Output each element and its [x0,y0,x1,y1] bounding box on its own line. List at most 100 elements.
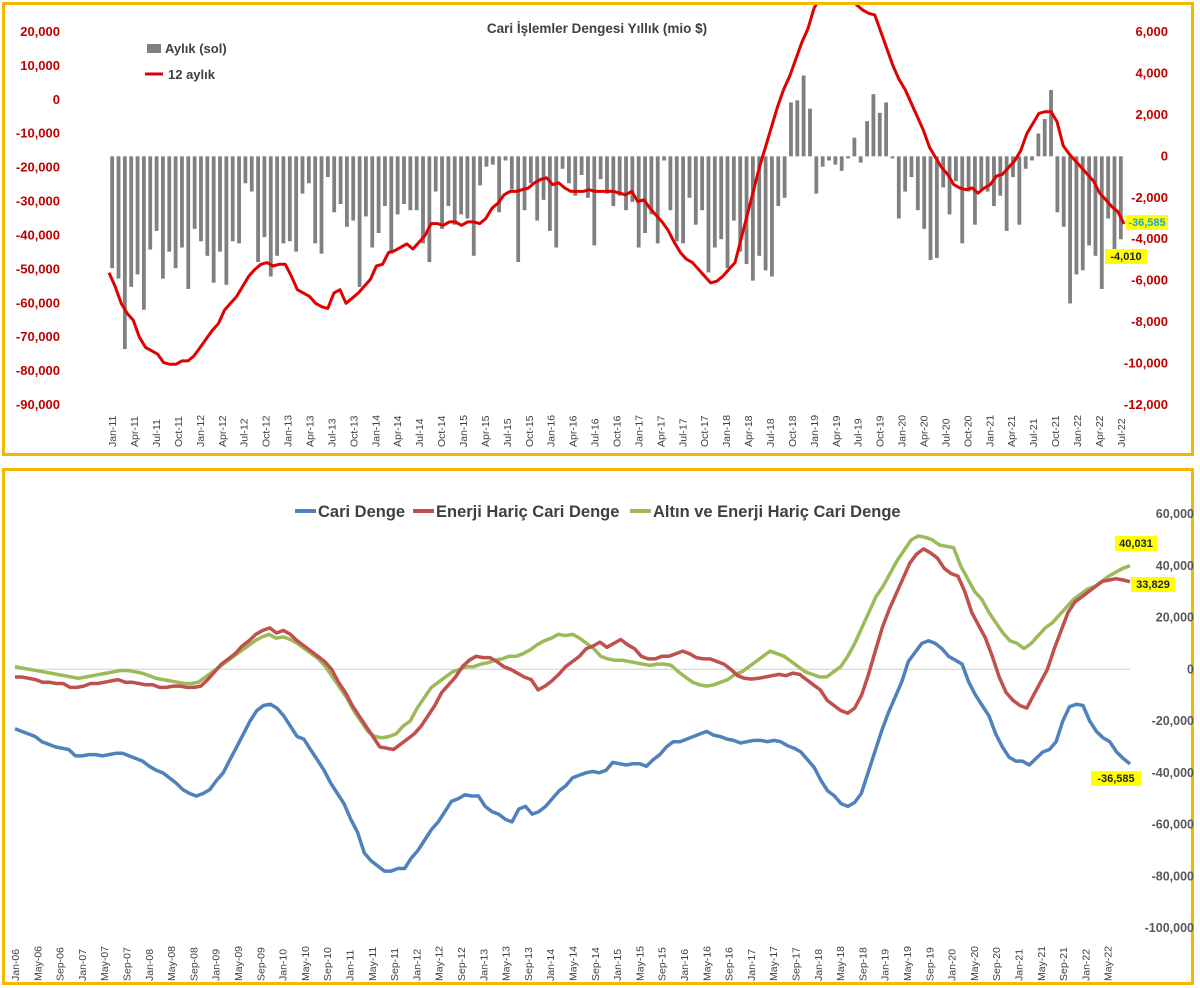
monthly-bar [953,156,958,182]
left-axis-tick: -40,000 [16,227,60,242]
x-tick-label: Sep-06 [55,947,67,981]
monthly-bar [319,156,324,254]
y-axis-tick: -60,000 [1152,818,1194,832]
monthly-bar [351,156,356,221]
x-tick-label: Apr-15 [480,415,492,447]
monthly-bar [852,137,857,157]
x-tick-label: Jan-12 [195,415,207,447]
x-tick-label: Sep-14 [590,947,602,981]
x-tick-label: Jan-21 [1014,949,1026,981]
end-label-altin-box [1115,536,1157,551]
x-tick-label: May-15 [634,946,646,981]
monthly-bar [966,156,971,192]
monthly-bar [332,156,337,213]
x-tick-label: Sep-19 [924,947,936,981]
monthly-bar [199,156,203,242]
x-tick-label: May-08 [166,946,178,981]
monthly-bar [503,156,508,161]
monthly-bar [224,156,229,285]
monthly-bar [306,156,311,184]
monthly-bar [249,156,254,192]
chart2-x-axis: Jan-06 May-06 Sep-06 Jan-07 May-07 Sep-07 Jan-… [10,946,1115,981]
right-axis-tick: -8,000 [1131,314,1168,329]
legend-altin-label: Altın ve Enerji Hariç Cari Denge [653,503,901,521]
x-tick-label: Oct-16 [612,415,624,447]
monthly-bar [1106,156,1111,219]
x-tick-label: Jan-15 [612,949,624,981]
legend-cari-label: Cari Denge [318,503,405,521]
x-tick-label: May-12 [434,946,446,981]
monthly-bar [922,156,927,229]
monthly-bar [605,156,609,194]
x-tick-label: May-18 [835,946,847,981]
x-tick-label: Jan-13 [478,949,490,981]
monthly-bar [408,156,413,211]
chart2-series-lines [14,534,1132,873]
annotation-monthly-box [1105,249,1147,264]
monthly-bar [497,156,502,213]
chart1-title: Cari İşlemler Dengesi Yıllık (mio $) [487,21,707,36]
monthly-bar [484,156,489,167]
monthly-bar [903,156,908,192]
x-tick-label: May-22 [1103,946,1115,981]
monthly-bar [655,156,660,244]
monthly-bar [173,156,178,269]
monthly-bar [884,102,889,157]
x-tick-label: Jan-11 [107,416,119,447]
x-tick-label: May-06 [32,946,44,981]
left-axis-tick: -20,000 [16,160,60,175]
monthly-bar [820,156,825,167]
x-tick-label: Jan-06 [10,949,22,981]
y-axis-tick: -40,000 [1152,766,1194,780]
right-axis-tick: 2,000 [1135,107,1168,122]
end-label-enerji-text: 33,829 [1136,579,1170,591]
x-tick-label: Jan-13 [283,415,295,447]
monthly-bar [256,156,260,263]
monthly-bar [313,156,318,244]
x-tick-label: Jul-22 [1116,418,1128,447]
right-axis-tick: -4,000 [1131,231,1168,246]
x-tick-label: May-14 [568,946,580,981]
monthly-bar [452,156,457,225]
monthly-bar [934,156,939,258]
x-tick-label: Jan-16 [679,949,691,981]
x-tick-label: May-20 [969,946,981,981]
x-tick-label: Jan-17 [633,415,645,447]
x-tick-label: Jul-19 [853,418,865,447]
left-axis-tick: -80,000 [16,363,60,378]
monthly-bar [370,156,375,248]
x-tick-label: Apr-14 [392,415,404,447]
x-tick-label: Sep-11 [389,948,401,981]
monthly-bar [218,156,222,252]
monthly-bar [750,156,755,281]
x-tick-label: Jan-10 [278,949,290,981]
end-label-altin-text: 40,031 [1119,538,1153,550]
end-label-altin: 40,031 [1115,536,1157,551]
monthly-bar [395,156,400,215]
monthly-bar [1055,156,1060,213]
monthly-bar [808,108,812,157]
monthly-bar [731,156,736,221]
chart1-monthly-bars [110,75,1123,350]
annotation-monthly: -4,010 [1105,249,1147,264]
monthly-bar [294,156,299,252]
x-tick-label: Jan-20 [897,415,909,447]
left-axis-tick: -70,000 [16,329,60,344]
monthly-bar [287,156,292,242]
monthly-bar [858,156,863,163]
x-tick-label: Jan-14 [370,415,382,447]
chart1-x-axis: Jan-11 Apr-11 Jul-11 Oct-11 Jan-12 Apr-12 Jul-… [107,415,1128,447]
chart1-12m-line [107,5,1126,366]
monthly-bar [205,156,210,256]
monthly-annual-current-account-panel: Cari İşlemler Dengesi Yıllık (mio $) Ayl… [2,2,1194,456]
monthly-bar [275,156,280,256]
monthly-bar [535,156,540,221]
x-tick-label: May-13 [501,946,513,981]
x-tick-label: Apr-16 [568,415,580,447]
x-tick-label: Oct-20 [962,415,974,447]
x-tick-label: Oct-13 [348,415,360,447]
legend-bars-swatch [147,44,161,53]
left-axis-tick: -90,000 [16,397,60,412]
x-tick-label: Apr-19 [831,415,843,447]
monthly-bar [1093,156,1098,256]
